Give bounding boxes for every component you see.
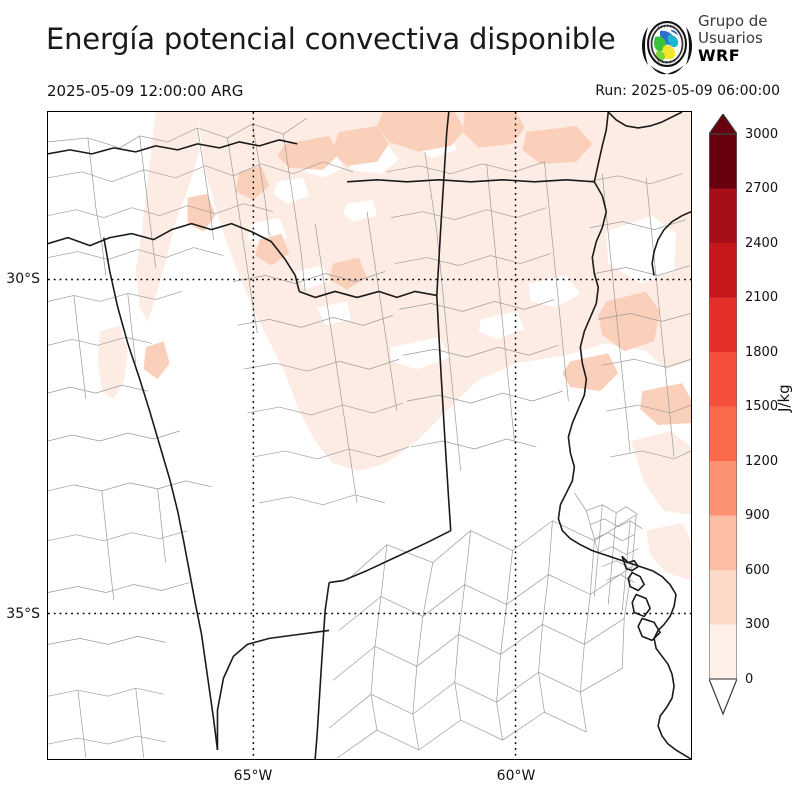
colorbar[interactable] [709,114,737,742]
logo-line-2: Usuarios [698,29,763,47]
colorbar-tick-0: 0 [745,672,754,687]
map-canvas[interactable] [47,111,692,760]
page-title: Energía potencial convectiva disponible [46,22,616,56]
map-plot [48,112,691,759]
logo-text: Grupo de Usuarios WRF [698,13,794,75]
colorbar-tick-1500: 1500 [745,399,779,414]
cape-band-300-600-misiones [598,291,661,352]
logo-line-3: WRF [698,46,741,65]
run-time-label: Run: 2025-05-09 06:00:00 [595,83,780,99]
colorbar-extend-top [709,114,737,134]
cape-band-0-300 [197,112,691,471]
lon-tick-label-65W: 65°W [233,768,273,784]
colorbar-tick-2700: 2700 [745,181,779,196]
province-boundaries [48,112,691,759]
cape-band-300-600-north [376,112,465,152]
colorbar-extend-bottom [709,678,737,716]
wrf-seal-globe-icon [642,21,692,75]
graticule [48,112,691,759]
lat-tick-label-30S: 30°S [6,271,40,287]
colorbar-unit-label: J/kg [775,384,793,412]
colorbar-gradient [709,114,737,716]
colorbar-tick-2400: 2400 [745,236,779,251]
lat-tick-label-35S: 35°S [6,606,40,622]
valid-time-label: 2025-05-09 12:00:00 ARG [47,82,244,100]
colorbar-tick-600: 600 [745,563,770,578]
wrf-user-group-logo: Grupo de Usuarios WRF [638,13,794,75]
cape-shading-layer [97,112,691,581]
logo-line-1: Grupo de [698,12,768,30]
colorbar-tick-2100: 2100 [745,290,779,305]
colorbar-tick-300: 300 [745,617,770,632]
colorbar-tick-900: 900 [745,508,770,523]
colorbar-tick-1800: 1800 [745,345,779,360]
colorbar-tick-1200: 1200 [745,454,779,469]
lon-tick-label-60W: 60°W [496,768,536,784]
colorbar-tick-3000: 3000 [745,127,779,142]
